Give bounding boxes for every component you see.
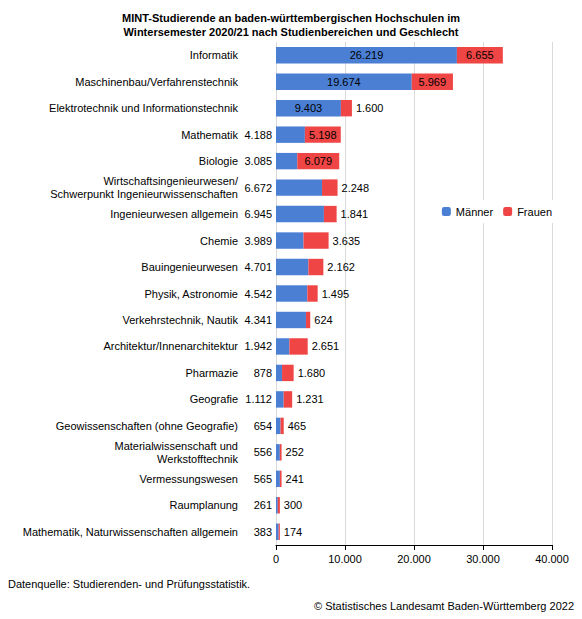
svg-text:Raumplanung: Raumplanung bbox=[170, 499, 239, 511]
svg-text:6.079: 6.079 bbox=[304, 155, 332, 167]
svg-text:Ingenieurwesen allgemein: Ingenieurwesen allgemein bbox=[110, 208, 238, 220]
svg-text:20.000: 20.000 bbox=[397, 553, 431, 565]
svg-text:1.112: 1.112 bbox=[245, 393, 272, 405]
svg-text:1.680: 1.680 bbox=[298, 367, 326, 379]
svg-text:2.651: 2.651 bbox=[312, 340, 340, 352]
svg-text:3.635: 3.635 bbox=[333, 235, 361, 247]
svg-text:Materialwissenschaft und: Materialwissenschaft und bbox=[114, 440, 238, 452]
svg-text:2.248: 2.248 bbox=[342, 182, 370, 194]
svg-text:Wirtschaftsingenieurwesen/: Wirtschaftsingenieurwesen/ bbox=[103, 175, 238, 187]
svg-text:3.085: 3.085 bbox=[244, 155, 272, 167]
svg-text:5.969: 5.969 bbox=[419, 76, 447, 88]
svg-text:624: 624 bbox=[314, 314, 332, 326]
svg-text:2.162: 2.162 bbox=[327, 261, 355, 273]
svg-text:6.655: 6.655 bbox=[466, 49, 494, 61]
svg-text:4.188: 4.188 bbox=[244, 129, 272, 141]
svg-text:© Statistisches Landesamt Bade: © Statistisches Landesamt Baden-Württemb… bbox=[314, 600, 574, 612]
svg-text:Maschinenbau/Verfahrenstechnik: Maschinenbau/Verfahrenstechnik bbox=[75, 76, 238, 88]
svg-text:40.000: 40.000 bbox=[535, 553, 569, 565]
svg-text:9.403: 9.403 bbox=[295, 102, 323, 114]
svg-text:Geografie: Geografie bbox=[190, 393, 238, 405]
svg-text:300: 300 bbox=[284, 499, 302, 511]
svg-text:Mathematik, Naturwissenschafte: Mathematik, Naturwissenschaften allgemei… bbox=[23, 526, 238, 538]
svg-text:654: 654 bbox=[254, 420, 272, 432]
svg-text:465: 465 bbox=[288, 420, 306, 432]
svg-text:3.989: 3.989 bbox=[244, 235, 272, 247]
svg-text:1.942: 1.942 bbox=[244, 340, 272, 352]
svg-text:6.945: 6.945 bbox=[244, 208, 272, 220]
svg-text:6.672: 6.672 bbox=[244, 182, 272, 194]
svg-text:MINT-Studierende an baden-würt: MINT-Studierende an baden-württembergisc… bbox=[122, 12, 460, 24]
svg-text:Werkstofftechnik: Werkstofftechnik bbox=[157, 453, 238, 465]
svg-text:1.495: 1.495 bbox=[322, 288, 350, 300]
svg-text:Frauen: Frauen bbox=[517, 206, 552, 218]
svg-text:383: 383 bbox=[254, 526, 272, 538]
svg-text:565: 565 bbox=[254, 473, 272, 485]
svg-text:19.674: 19.674 bbox=[327, 76, 361, 88]
svg-text:261: 261 bbox=[254, 499, 272, 511]
svg-text:Pharmazie: Pharmazie bbox=[185, 367, 238, 379]
svg-text:30.000: 30.000 bbox=[466, 553, 500, 565]
svg-text:Datenquelle: Studierenden- und: Datenquelle: Studierenden- und Prüfungss… bbox=[8, 578, 250, 590]
svg-text:Wintersemester 2020/21 nach St: Wintersemester 2020/21 nach Studienberei… bbox=[124, 26, 459, 38]
svg-text:4.701: 4.701 bbox=[244, 261, 272, 273]
svg-text:Informatik: Informatik bbox=[190, 49, 239, 61]
svg-text:Vermessungswesen: Vermessungswesen bbox=[140, 473, 238, 485]
svg-text:Biologie: Biologie bbox=[199, 155, 238, 167]
svg-text:556: 556 bbox=[254, 446, 272, 458]
svg-text:252: 252 bbox=[286, 446, 304, 458]
svg-text:26.219: 26.219 bbox=[350, 49, 384, 61]
svg-text:Chemie: Chemie bbox=[200, 235, 238, 247]
svg-text:1.231: 1.231 bbox=[296, 393, 324, 405]
svg-text:10.000: 10.000 bbox=[328, 553, 362, 565]
svg-text:241: 241 bbox=[286, 473, 304, 485]
svg-text:4.542: 4.542 bbox=[244, 288, 272, 300]
svg-text:Physik, Astronomie: Physik, Astronomie bbox=[144, 288, 238, 300]
svg-text:Verkehrstechnik, Nautik: Verkehrstechnik, Nautik bbox=[122, 314, 238, 326]
svg-text:Männer: Männer bbox=[456, 206, 494, 218]
svg-text:1.841: 1.841 bbox=[341, 208, 369, 220]
svg-text:Bauingenieurwesen: Bauingenieurwesen bbox=[141, 261, 238, 273]
svg-text:Elektrotechnik und Information: Elektrotechnik und Informationstechnik bbox=[49, 102, 238, 114]
svg-text:0: 0 bbox=[273, 553, 279, 565]
svg-text:878: 878 bbox=[254, 367, 272, 379]
svg-text:Mathematik: Mathematik bbox=[181, 129, 238, 141]
svg-text:174: 174 bbox=[284, 526, 302, 538]
svg-text:Architektur/Innenarchitektur: Architektur/Innenarchitektur bbox=[103, 340, 238, 352]
svg-text:Schwerpunkt Ingenieurwissensch: Schwerpunkt Ingenieurwissenschaften bbox=[50, 188, 238, 200]
svg-text:1.600: 1.600 bbox=[356, 102, 384, 114]
svg-text:Geowissenschaften (ohne Geogra: Geowissenschaften (ohne Geografie) bbox=[56, 420, 238, 432]
svg-text:5.198: 5.198 bbox=[309, 129, 337, 141]
svg-text:4.341: 4.341 bbox=[244, 314, 272, 326]
